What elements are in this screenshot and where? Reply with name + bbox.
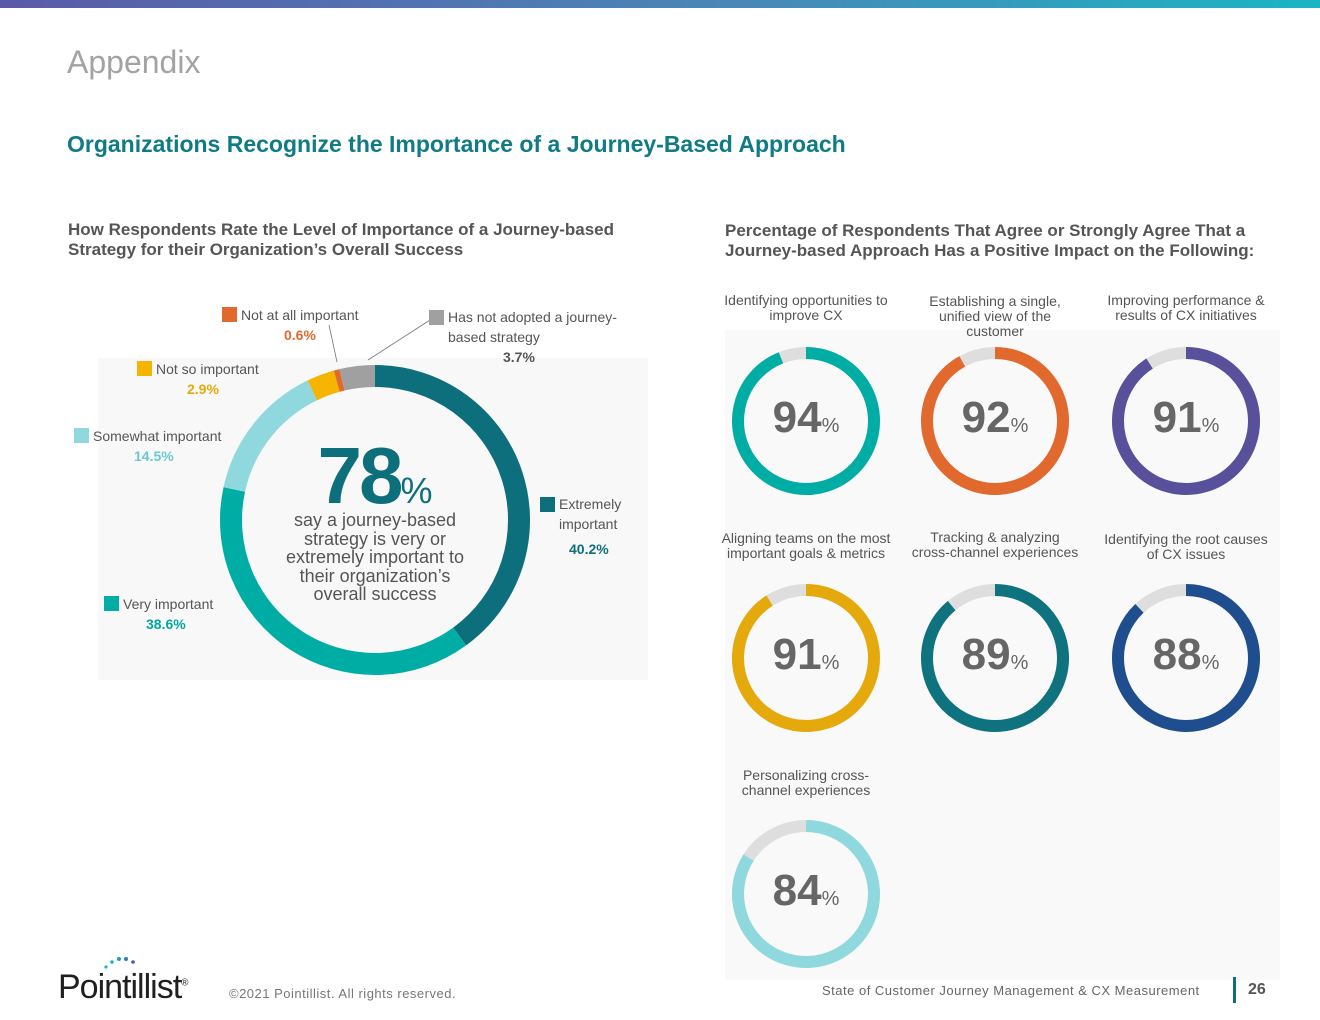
center-description: say a journey-based strategy is very or … xyxy=(285,510,465,604)
impact-value-number: 89 xyxy=(961,630,1011,679)
impact-value-percent: % xyxy=(1201,415,1220,437)
legend-label: Not at all important xyxy=(241,307,359,323)
impact-value-number: 91 xyxy=(1152,393,1202,442)
impact-value: 92% xyxy=(920,393,1070,443)
impact-value: 94% xyxy=(731,393,881,443)
logo-dots-icon xyxy=(104,957,135,969)
legend-swatch xyxy=(104,596,119,611)
left-chart-panel xyxy=(98,358,648,680)
legend-value: 38.6% xyxy=(146,616,186,632)
impact-value: 88% xyxy=(1111,630,1261,680)
impact-label: Improving performance & results of CX in… xyxy=(1107,292,1265,323)
impact-donut-arc-establishing-a-single-unified-view-of-the-customer xyxy=(921,347,1069,495)
impact-value-number: 88 xyxy=(1152,630,1202,679)
legend-swatch xyxy=(429,310,444,325)
legend-swatch xyxy=(540,497,555,512)
footer-divider xyxy=(1233,977,1236,1003)
impact-value-percent: % xyxy=(1010,415,1029,437)
legend-extremely-important: Extremely important 40.2% xyxy=(540,494,640,559)
legend-has-not-adopted: Has not adopted a journey-based strategy… xyxy=(429,307,619,367)
impact-donut-arc-identifying-opportunities-to-improve-cx xyxy=(732,347,880,495)
right-chart-panel xyxy=(725,330,1280,980)
leader-line-not-adopted xyxy=(367,319,431,361)
impact-value-number: 94 xyxy=(772,393,822,442)
leader-line-not-at-all xyxy=(328,324,338,363)
legend-value: 0.6% xyxy=(284,327,316,343)
pointillist-logo: Pointillist® xyxy=(58,968,189,1007)
legend-label: Not so important xyxy=(156,361,259,377)
center-value: 78 xyxy=(317,431,404,520)
legend-label: Has not adopted a journey-based strategy xyxy=(448,309,617,345)
center-percent-sign: % xyxy=(400,470,433,511)
impact-value: 84% xyxy=(731,866,881,916)
legend-value: 3.7% xyxy=(503,349,535,365)
impact-label: Identifying the root causes of CX issues xyxy=(1104,531,1268,562)
legend-value: 2.9% xyxy=(187,381,219,397)
impact-value: 91% xyxy=(1111,393,1261,443)
section-label: Appendix xyxy=(67,44,201,80)
impact-value-number: 91 xyxy=(772,630,822,679)
legend-value: 14.5% xyxy=(134,448,174,464)
slice-not-at-all-important xyxy=(333,369,345,392)
impact-label: Personalizing cross-channel experiences xyxy=(741,767,871,798)
slice-extremely-important xyxy=(374,365,530,646)
impact-value-percent: % xyxy=(821,652,840,674)
logo-registered-mark: ® xyxy=(181,977,188,989)
legend-swatch xyxy=(222,307,237,322)
top-gradient-bar xyxy=(0,0,1320,8)
impact-donut-arc-tracking-analyzing-cross-channel-experiences xyxy=(921,584,1069,732)
impact-value: 91% xyxy=(731,630,881,680)
impact-value: 89% xyxy=(920,630,1070,680)
impact-value-percent: % xyxy=(1201,652,1220,674)
impact-value-percent: % xyxy=(821,888,840,910)
right-chart-title: Percentage of Respondents That Agree or … xyxy=(725,221,1255,260)
impact-value-number: 92 xyxy=(961,393,1011,442)
impact-label: Tracking & analyzing cross-channel exper… xyxy=(911,529,1079,560)
impact-label: Identifying opportunities to improve CX xyxy=(724,292,888,323)
center-percentage: 78% xyxy=(285,430,465,522)
slice-has-not-adopted-a-journey-based-strategy xyxy=(339,365,376,391)
legend-not-at-all-important: Not at all important 0.6% xyxy=(222,305,359,345)
copyright: ©2021 Pointillist. All rights reserved. xyxy=(229,986,457,1001)
logo-text: Pointillist xyxy=(58,968,182,1006)
impact-donut-arc-identifying-the-root-causes-of-cx-issues xyxy=(1112,584,1260,732)
impact-value-percent: % xyxy=(1010,652,1029,674)
impact-value-percent: % xyxy=(821,415,840,437)
left-chart-title: How Respondents Rate the Level of Import… xyxy=(68,220,614,259)
impact-label: Aligning teams on the most important goa… xyxy=(721,530,891,561)
legend-label: Very important xyxy=(123,596,214,612)
impact-label: Establishing a single, unified view of t… xyxy=(929,293,1061,339)
document-title: State of Customer Journey Management & C… xyxy=(822,983,1200,998)
slice-somewhat-important xyxy=(223,380,318,492)
legend-value: 40.2% xyxy=(569,541,609,557)
impact-donut-arc-aligning-teams-on-the-most-important-goals-metrics xyxy=(732,584,880,732)
legend-not-so-important: Not so important 2.9% xyxy=(137,359,259,399)
impact-donut-arc-personalizing-cross-channel-experiences xyxy=(732,820,880,968)
slice-very-important xyxy=(220,487,467,675)
legend-somewhat-important: Somewhat important 14.5% xyxy=(74,426,221,466)
page-title: Organizations Recognize the Importance o… xyxy=(67,131,846,157)
impact-value-number: 84 xyxy=(772,866,822,915)
legend-label: Somewhat important xyxy=(93,428,222,444)
page-number: 26 xyxy=(1248,981,1266,998)
legend-swatch xyxy=(74,428,89,443)
impact-donut-arc-improving-performance-results-of-cx-initiatives xyxy=(1112,347,1260,495)
legend-swatch xyxy=(137,361,152,376)
slice-not-so-important xyxy=(307,370,340,401)
legend-very-important: Very important 38.6% xyxy=(104,594,213,634)
legend-label: Extremely important xyxy=(559,496,622,532)
